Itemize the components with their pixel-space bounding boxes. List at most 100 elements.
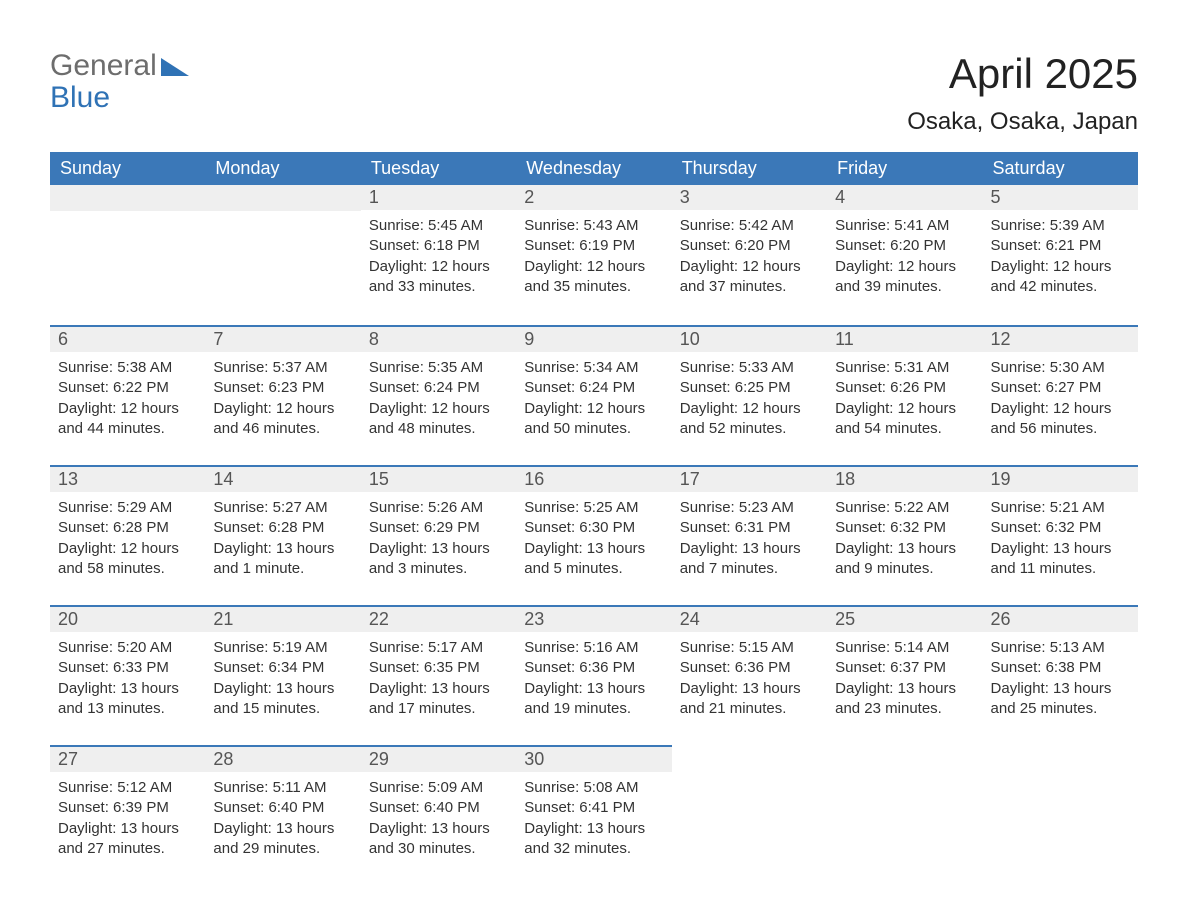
calendar-cell: 28Sunrise: 5:11 AMSunset: 6:40 PMDayligh…	[205, 745, 360, 885]
calendar-cell: 15Sunrise: 5:26 AMSunset: 6:29 PMDayligh…	[361, 465, 516, 605]
sunset-text: Sunset: 6:40 PM	[213, 798, 352, 818]
daylight-text: and 13 minutes.	[58, 699, 197, 719]
calendar-cell: 2Sunrise: 5:43 AMSunset: 6:19 PMDaylight…	[516, 185, 671, 325]
daylight-text: and 15 minutes.	[213, 699, 352, 719]
sunset-text: Sunset: 6:29 PM	[369, 518, 508, 538]
day-number: 6	[50, 325, 205, 352]
daylight-text: and 39 minutes.	[835, 277, 974, 297]
day-content: Sunrise: 5:33 AMSunset: 6:25 PMDaylight:…	[672, 352, 827, 449]
day-content: Sunrise: 5:26 AMSunset: 6:29 PMDaylight:…	[361, 492, 516, 589]
day-number: 11	[827, 325, 982, 352]
sunrise-text: Sunrise: 5:21 AM	[991, 498, 1130, 518]
sunset-text: Sunset: 6:36 PM	[524, 658, 663, 678]
daylight-text: and 56 minutes.	[991, 419, 1130, 439]
sunset-text: Sunset: 6:26 PM	[835, 378, 974, 398]
sunset-text: Sunset: 6:34 PM	[213, 658, 352, 678]
calendar-cell	[50, 185, 205, 325]
sunrise-text: Sunrise: 5:25 AM	[524, 498, 663, 518]
day-number: 7	[205, 325, 360, 352]
sunset-text: Sunset: 6:33 PM	[58, 658, 197, 678]
day-number: 9	[516, 325, 671, 352]
daylight-text: Daylight: 12 hours	[680, 399, 819, 419]
day-content: Sunrise: 5:08 AMSunset: 6:41 PMDaylight:…	[516, 772, 671, 869]
sunrise-text: Sunrise: 5:26 AM	[369, 498, 508, 518]
calendar-cell: 10Sunrise: 5:33 AMSunset: 6:25 PMDayligh…	[672, 325, 827, 465]
day-number: 5	[983, 185, 1138, 210]
daylight-text: and 33 minutes.	[369, 277, 508, 297]
day-content: Sunrise: 5:11 AMSunset: 6:40 PMDaylight:…	[205, 772, 360, 869]
day-content: Sunrise: 5:22 AMSunset: 6:32 PMDaylight:…	[827, 492, 982, 589]
sunrise-text: Sunrise: 5:27 AM	[213, 498, 352, 518]
calendar-cell: 8Sunrise: 5:35 AMSunset: 6:24 PMDaylight…	[361, 325, 516, 465]
day-content: Sunrise: 5:23 AMSunset: 6:31 PMDaylight:…	[672, 492, 827, 589]
daylight-text: Daylight: 12 hours	[369, 257, 508, 277]
weekday-header: Saturday	[983, 152, 1138, 185]
calendar-cell: 20Sunrise: 5:20 AMSunset: 6:33 PMDayligh…	[50, 605, 205, 745]
daylight-text: and 23 minutes.	[835, 699, 974, 719]
calendar-cell: 9Sunrise: 5:34 AMSunset: 6:24 PMDaylight…	[516, 325, 671, 465]
calendar-cell: 17Sunrise: 5:23 AMSunset: 6:31 PMDayligh…	[672, 465, 827, 605]
daylight-text: and 29 minutes.	[213, 839, 352, 859]
calendar-cell: 14Sunrise: 5:27 AMSunset: 6:28 PMDayligh…	[205, 465, 360, 605]
daylight-text: Daylight: 13 hours	[524, 539, 663, 559]
sunrise-text: Sunrise: 5:16 AM	[524, 638, 663, 658]
day-number: 13	[50, 465, 205, 492]
weekday-header: Monday	[205, 152, 360, 185]
day-content: Sunrise: 5:30 AMSunset: 6:27 PMDaylight:…	[983, 352, 1138, 449]
calendar-cell	[983, 745, 1138, 885]
day-number: 30	[516, 745, 671, 772]
sunset-text: Sunset: 6:32 PM	[835, 518, 974, 538]
sunset-text: Sunset: 6:37 PM	[835, 658, 974, 678]
daylight-text: Daylight: 13 hours	[213, 539, 352, 559]
calendar-week-row: 27Sunrise: 5:12 AMSunset: 6:39 PMDayligh…	[50, 745, 1138, 885]
daylight-text: Daylight: 12 hours	[524, 257, 663, 277]
calendar-cell: 7Sunrise: 5:37 AMSunset: 6:23 PMDaylight…	[205, 325, 360, 465]
daylight-text: and 17 minutes.	[369, 699, 508, 719]
day-number: 24	[672, 605, 827, 632]
calendar-cell	[672, 745, 827, 885]
daylight-text: Daylight: 13 hours	[680, 679, 819, 699]
calendar-cell: 3Sunrise: 5:42 AMSunset: 6:20 PMDaylight…	[672, 185, 827, 325]
weekday-header: Thursday	[672, 152, 827, 185]
daylight-text: and 25 minutes.	[991, 699, 1130, 719]
day-number: 3	[672, 185, 827, 210]
sunrise-text: Sunrise: 5:31 AM	[835, 358, 974, 378]
day-number: 28	[205, 745, 360, 772]
day-content: Sunrise: 5:29 AMSunset: 6:28 PMDaylight:…	[50, 492, 205, 589]
sunset-text: Sunset: 6:24 PM	[524, 378, 663, 398]
sunrise-text: Sunrise: 5:20 AM	[58, 638, 197, 658]
day-content: Sunrise: 5:43 AMSunset: 6:19 PMDaylight:…	[516, 210, 671, 307]
sunrise-text: Sunrise: 5:13 AM	[991, 638, 1130, 658]
sunrise-text: Sunrise: 5:09 AM	[369, 778, 508, 798]
weekday-header-row: Sunday Monday Tuesday Wednesday Thursday…	[50, 152, 1138, 185]
daylight-text: Daylight: 12 hours	[58, 399, 197, 419]
sunset-text: Sunset: 6:28 PM	[213, 518, 352, 538]
empty-day	[205, 185, 360, 211]
day-content: Sunrise: 5:25 AMSunset: 6:30 PMDaylight:…	[516, 492, 671, 589]
day-content: Sunrise: 5:38 AMSunset: 6:22 PMDaylight:…	[50, 352, 205, 449]
sunrise-text: Sunrise: 5:35 AM	[369, 358, 508, 378]
daylight-text: Daylight: 12 hours	[835, 257, 974, 277]
logo-word-1: General	[50, 50, 157, 82]
title-block: April 2025 Osaka, Osaka, Japan	[907, 50, 1138, 136]
day-content: Sunrise: 5:41 AMSunset: 6:20 PMDaylight:…	[827, 210, 982, 307]
logo-flag-icon	[161, 58, 189, 76]
sunrise-text: Sunrise: 5:17 AM	[369, 638, 508, 658]
daylight-text: Daylight: 13 hours	[369, 539, 508, 559]
day-number: 25	[827, 605, 982, 632]
calendar-cell: 27Sunrise: 5:12 AMSunset: 6:39 PMDayligh…	[50, 745, 205, 885]
sunset-text: Sunset: 6:25 PM	[680, 378, 819, 398]
sunrise-text: Sunrise: 5:43 AM	[524, 216, 663, 236]
day-number: 16	[516, 465, 671, 492]
daylight-text: and 27 minutes.	[58, 839, 197, 859]
calendar-table: Sunday Monday Tuesday Wednesday Thursday…	[50, 152, 1138, 885]
page-header: General Blue April 2025 Osaka, Osaka, Ja…	[50, 50, 1138, 136]
calendar-week-row: 20Sunrise: 5:20 AMSunset: 6:33 PMDayligh…	[50, 605, 1138, 745]
calendar-cell: 16Sunrise: 5:25 AMSunset: 6:30 PMDayligh…	[516, 465, 671, 605]
calendar-cell: 18Sunrise: 5:22 AMSunset: 6:32 PMDayligh…	[827, 465, 982, 605]
day-number: 8	[361, 325, 516, 352]
day-content: Sunrise: 5:21 AMSunset: 6:32 PMDaylight:…	[983, 492, 1138, 589]
day-number: 2	[516, 185, 671, 210]
daylight-text: and 58 minutes.	[58, 559, 197, 579]
location-text: Osaka, Osaka, Japan	[907, 108, 1138, 136]
